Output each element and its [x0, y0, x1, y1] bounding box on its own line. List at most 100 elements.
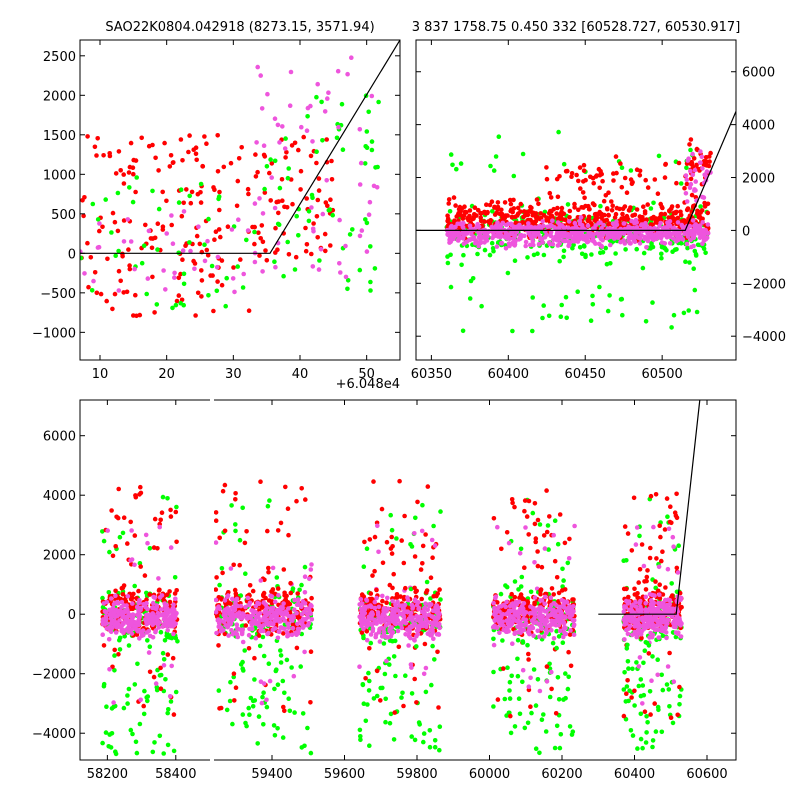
- point-green: [583, 254, 588, 260]
- point-green: [590, 293, 595, 299]
- y-tick-label: 1500: [43, 129, 76, 144]
- point-magenta: [700, 241, 705, 246]
- point-magenta: [566, 239, 571, 245]
- point-green: [276, 222, 282, 227]
- point-red: [653, 492, 659, 497]
- point-magenta: [305, 623, 311, 628]
- point-red: [250, 588, 256, 594]
- point-red: [105, 256, 110, 262]
- point-red: [689, 192, 695, 198]
- point-magenta: [412, 638, 417, 643]
- point-magenta: [269, 594, 275, 599]
- point-green: [268, 157, 273, 162]
- point-magenta: [374, 185, 380, 190]
- point-red: [613, 154, 619, 159]
- point-red: [618, 161, 623, 166]
- point-red: [281, 704, 286, 710]
- point-green: [505, 270, 511, 276]
- point-magenta: [157, 524, 162, 530]
- point-red: [120, 592, 126, 597]
- point-green: [104, 704, 109, 709]
- point-magenta: [418, 617, 424, 622]
- point-magenta: [554, 231, 560, 236]
- point-magenta: [215, 254, 221, 260]
- point-green: [541, 712, 546, 717]
- point-green: [103, 730, 109, 735]
- point-magenta: [249, 608, 254, 613]
- point-magenta: [434, 621, 439, 627]
- point-magenta: [160, 624, 165, 629]
- point-red: [574, 172, 579, 178]
- point-red: [267, 170, 272, 176]
- point-magenta: [307, 576, 312, 582]
- y-tick-label: 4000: [742, 119, 775, 134]
- point-green: [537, 522, 543, 527]
- point-red: [110, 210, 116, 216]
- point-green: [387, 720, 393, 726]
- point-red: [202, 134, 207, 139]
- point-magenta: [275, 122, 281, 128]
- point-magenta: [359, 606, 364, 612]
- point-green: [175, 639, 180, 644]
- point-magenta: [267, 678, 273, 684]
- point-red: [657, 523, 662, 528]
- point-magenta: [110, 625, 115, 630]
- point-magenta: [125, 217, 131, 222]
- point-magenta: [385, 595, 390, 601]
- point-green: [664, 682, 670, 687]
- y-tick-label: 6000: [742, 66, 775, 81]
- point-magenta: [688, 181, 694, 187]
- point-red: [707, 159, 712, 164]
- point-magenta: [544, 679, 550, 684]
- point-magenta: [385, 635, 391, 640]
- point-red: [186, 149, 191, 155]
- point-green: [428, 596, 433, 601]
- point-green: [229, 503, 234, 508]
- point-red: [392, 710, 398, 715]
- point-magenta: [548, 229, 554, 235]
- point-magenta: [656, 564, 662, 570]
- point-red: [650, 222, 655, 228]
- point-magenta: [357, 233, 363, 239]
- point-green: [107, 549, 112, 555]
- point-green: [109, 731, 115, 736]
- point-green: [577, 245, 583, 250]
- y-tick-label: 2000: [742, 172, 775, 187]
- point-magenta: [559, 230, 565, 236]
- y-tick-label: 2000: [43, 89, 76, 104]
- point-red: [637, 173, 643, 178]
- point-green: [144, 291, 149, 297]
- point-green: [145, 694, 151, 699]
- point-red: [259, 223, 265, 228]
- point-red: [696, 209, 701, 215]
- point-green: [240, 285, 246, 290]
- point-green: [271, 723, 277, 728]
- point-magenta: [165, 606, 170, 612]
- point-red: [147, 592, 152, 597]
- point-green: [101, 538, 107, 544]
- point-green: [345, 278, 351, 283]
- point-red: [167, 599, 173, 605]
- point-red: [652, 177, 658, 182]
- point-red: [597, 185, 602, 191]
- point-red: [518, 201, 524, 207]
- point-red: [217, 535, 222, 541]
- model-line: [80, 40, 400, 254]
- point-green: [368, 288, 373, 293]
- point-green: [126, 643, 132, 648]
- point-green: [224, 707, 230, 713]
- point-magenta: [145, 616, 150, 622]
- point-magenta: [552, 613, 558, 619]
- point-green: [238, 662, 244, 667]
- point-magenta: [598, 220, 603, 225]
- point-magenta: [145, 540, 150, 546]
- point-green: [339, 101, 345, 107]
- model-line-top-right: [416, 111, 736, 231]
- point-green: [391, 737, 397, 742]
- point-magenta: [273, 264, 278, 270]
- point-magenta: [682, 231, 687, 237]
- point-red: [629, 695, 634, 700]
- point-red: [181, 200, 186, 206]
- point-magenta: [359, 601, 365, 606]
